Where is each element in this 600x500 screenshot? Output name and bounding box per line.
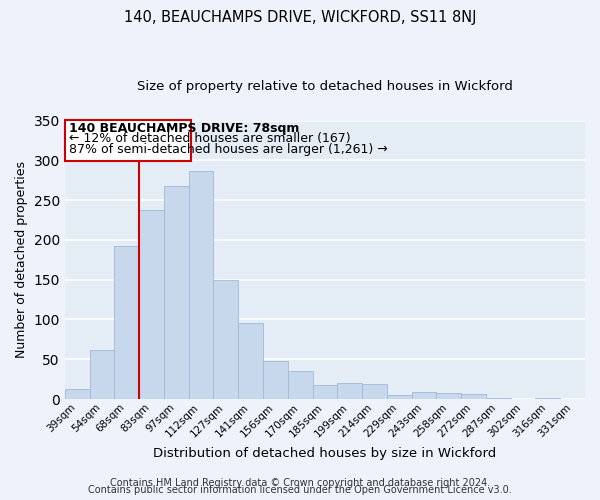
Bar xyxy=(362,384,387,399)
Bar xyxy=(412,392,436,399)
X-axis label: Distribution of detached houses by size in Wickford: Distribution of detached houses by size … xyxy=(153,447,497,460)
Text: ← 12% of detached houses are smaller (167): ← 12% of detached houses are smaller (16… xyxy=(68,132,350,145)
Title: Size of property relative to detached houses in Wickford: Size of property relative to detached ho… xyxy=(137,80,513,93)
Text: 140 BEAUCHAMPS DRIVE: 78sqm: 140 BEAUCHAMPS DRIVE: 78sqm xyxy=(68,122,299,135)
Bar xyxy=(535,398,560,399)
Bar xyxy=(164,186,188,399)
Bar xyxy=(188,172,214,399)
Bar xyxy=(139,210,164,399)
Bar xyxy=(461,394,486,399)
Text: Contains public sector information licensed under the Open Government Licence v3: Contains public sector information licen… xyxy=(88,485,512,495)
Text: 140, BEAUCHAMPS DRIVE, WICKFORD, SS11 8NJ: 140, BEAUCHAMPS DRIVE, WICKFORD, SS11 8N… xyxy=(124,10,476,25)
Text: Contains HM Land Registry data © Crown copyright and database right 2024.: Contains HM Land Registry data © Crown c… xyxy=(110,478,490,488)
Bar xyxy=(238,322,263,399)
Bar xyxy=(337,383,362,399)
FancyBboxPatch shape xyxy=(65,120,191,161)
Bar xyxy=(89,350,115,399)
Bar xyxy=(263,361,288,399)
Bar xyxy=(214,280,238,399)
Bar xyxy=(313,384,337,399)
Bar xyxy=(288,371,313,399)
Bar xyxy=(387,395,412,399)
Text: 87% of semi-detached houses are larger (1,261) →: 87% of semi-detached houses are larger (… xyxy=(68,143,387,156)
Bar xyxy=(115,246,139,399)
Bar xyxy=(486,398,511,399)
Bar xyxy=(65,388,89,399)
Y-axis label: Number of detached properties: Number of detached properties xyxy=(15,162,28,358)
Bar xyxy=(436,394,461,399)
